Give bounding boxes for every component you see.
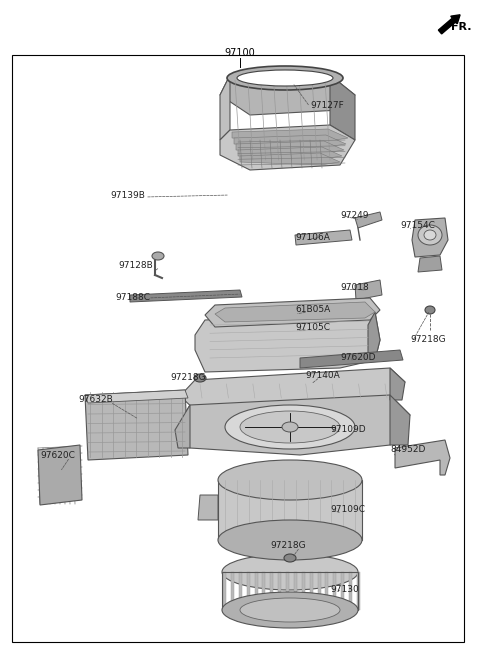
Text: 97249: 97249 [340, 210, 369, 219]
Polygon shape [330, 75, 355, 140]
Polygon shape [254, 572, 258, 610]
Polygon shape [278, 572, 281, 610]
Polygon shape [325, 572, 328, 610]
Polygon shape [232, 129, 348, 141]
Polygon shape [236, 141, 344, 153]
Text: 97140A: 97140A [305, 371, 340, 380]
Ellipse shape [425, 306, 435, 314]
Polygon shape [130, 290, 242, 302]
Polygon shape [238, 147, 342, 159]
Polygon shape [231, 572, 234, 610]
Polygon shape [390, 395, 410, 445]
Polygon shape [85, 390, 188, 403]
Text: 97218G: 97218G [170, 373, 205, 382]
Text: 97188C: 97188C [115, 294, 150, 302]
Text: 97139B: 97139B [110, 191, 145, 200]
Polygon shape [357, 572, 360, 610]
Polygon shape [220, 75, 355, 115]
Text: 97130: 97130 [330, 585, 359, 595]
Ellipse shape [418, 225, 442, 245]
Ellipse shape [194, 374, 206, 382]
Text: 97018: 97018 [340, 284, 369, 292]
Ellipse shape [424, 230, 436, 240]
Ellipse shape [222, 592, 358, 628]
Polygon shape [205, 298, 380, 327]
Ellipse shape [227, 66, 343, 90]
Polygon shape [300, 350, 403, 368]
Polygon shape [349, 572, 352, 610]
Ellipse shape [240, 598, 340, 622]
Polygon shape [215, 302, 375, 322]
Ellipse shape [237, 70, 333, 86]
Polygon shape [270, 572, 273, 610]
Polygon shape [355, 212, 382, 228]
FancyArrow shape [438, 15, 460, 34]
Polygon shape [310, 572, 312, 610]
Polygon shape [295, 230, 352, 245]
Polygon shape [234, 135, 346, 147]
Bar [12, 55, 464, 642]
Text: 84952D: 84952D [390, 445, 425, 455]
Polygon shape [418, 256, 442, 272]
Polygon shape [395, 440, 450, 475]
Ellipse shape [240, 411, 340, 443]
Polygon shape [220, 125, 355, 170]
Polygon shape [239, 572, 242, 610]
Text: 97100: 97100 [225, 48, 255, 58]
Polygon shape [263, 572, 265, 610]
Polygon shape [302, 572, 305, 610]
Ellipse shape [284, 554, 296, 562]
Polygon shape [223, 572, 226, 610]
Polygon shape [175, 405, 190, 448]
Polygon shape [368, 312, 380, 360]
Ellipse shape [222, 554, 358, 590]
Polygon shape [294, 572, 297, 610]
Polygon shape [412, 218, 448, 257]
Text: 61B05A: 61B05A [295, 306, 330, 315]
Text: 97128B: 97128B [118, 260, 153, 269]
Polygon shape [38, 445, 82, 505]
Polygon shape [341, 572, 344, 610]
Polygon shape [218, 480, 362, 540]
Text: 97620D: 97620D [340, 353, 375, 363]
Polygon shape [240, 153, 340, 165]
Text: 97620C: 97620C [40, 451, 75, 459]
Text: 97218G: 97218G [270, 541, 306, 549]
Ellipse shape [218, 460, 362, 500]
Text: 97218G: 97218G [410, 336, 445, 344]
Polygon shape [247, 572, 250, 610]
Text: 97154C: 97154C [400, 221, 435, 229]
Polygon shape [175, 395, 410, 455]
Text: 97127F: 97127F [310, 101, 344, 110]
Polygon shape [286, 572, 289, 610]
Ellipse shape [225, 405, 355, 449]
Polygon shape [318, 572, 321, 610]
Polygon shape [195, 312, 380, 372]
Polygon shape [198, 495, 218, 520]
Polygon shape [220, 75, 230, 140]
Polygon shape [85, 390, 188, 460]
Text: FR.: FR. [452, 22, 472, 32]
Text: 97109D: 97109D [330, 426, 366, 434]
Text: 97632B: 97632B [78, 396, 113, 405]
Ellipse shape [218, 520, 362, 560]
Text: 97109C: 97109C [330, 505, 365, 514]
Polygon shape [180, 368, 405, 410]
Polygon shape [333, 572, 336, 610]
Ellipse shape [152, 252, 164, 260]
Polygon shape [355, 280, 382, 300]
Text: 97105C: 97105C [295, 323, 330, 332]
Ellipse shape [282, 422, 298, 432]
Polygon shape [390, 368, 405, 400]
Text: 97106A: 97106A [295, 233, 330, 242]
